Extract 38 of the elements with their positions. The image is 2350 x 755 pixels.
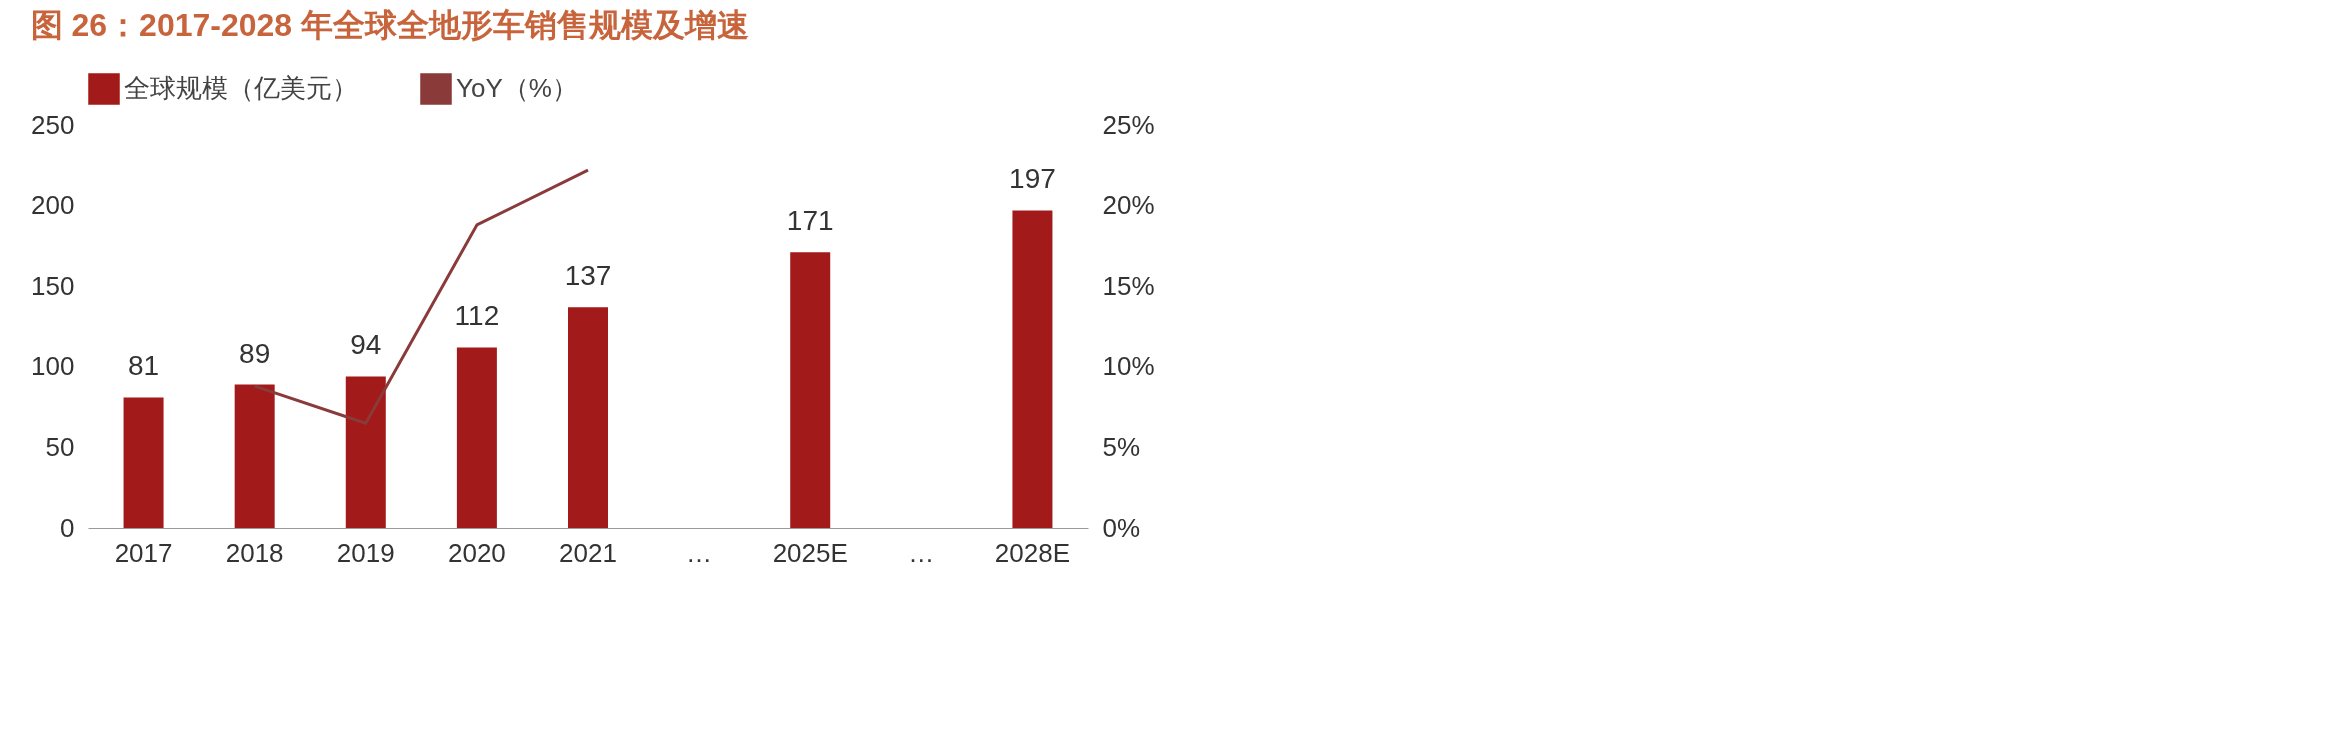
y2-tick-label: 25% (1102, 109, 1155, 140)
data-label: 112 (454, 300, 500, 332)
data-label: 137 (564, 260, 612, 292)
y2-tick-label: 15% (1102, 270, 1155, 301)
y2-tick-label: 10% (1102, 351, 1155, 382)
y-tick-label: 250 (31, 109, 75, 140)
x-tick-label: 2025E (772, 537, 848, 568)
y-tick-label: 200 (31, 190, 75, 221)
y2-tick-label: 20% (1102, 190, 1155, 221)
y-tick-label: 100 (31, 351, 75, 382)
data-label: 81 (127, 350, 160, 382)
bar (790, 252, 831, 528)
data-label: 171 (786, 205, 834, 237)
bar (568, 307, 608, 528)
y-tick-label: 0 (60, 512, 75, 543)
bar (1012, 210, 1053, 528)
data-label: 197 (1009, 163, 1056, 195)
x-tick-label: … (908, 537, 935, 568)
y-tick-label: 150 (31, 270, 75, 301)
data-label: 89 (239, 337, 271, 369)
bar (345, 376, 386, 528)
x-tick-label: 2028E (994, 537, 1071, 568)
x-tick-label: 2017 (114, 537, 173, 568)
y-tick-label: 50 (45, 431, 75, 462)
x-tick-label: 2020 (447, 537, 506, 568)
y2-tick-label: 0% (1102, 512, 1141, 543)
bar (123, 397, 164, 528)
x-tick-label: … (686, 537, 713, 568)
chart-title: 图 26：2017-2028 年全球全地形车销售规模及增速 (30, 7, 750, 43)
y2-tick-label: 5% (1102, 431, 1141, 462)
bar (234, 384, 275, 528)
legend-label: 全球规模（亿美元） (124, 73, 358, 103)
legend-label: YoY（%） (456, 73, 578, 103)
x-tick-label: 2018 (225, 537, 284, 568)
data-label: 94 (350, 329, 382, 361)
x-tick-label: 2019 (336, 537, 395, 568)
bar (456, 347, 497, 528)
x-tick-label: 2021 (559, 537, 617, 568)
